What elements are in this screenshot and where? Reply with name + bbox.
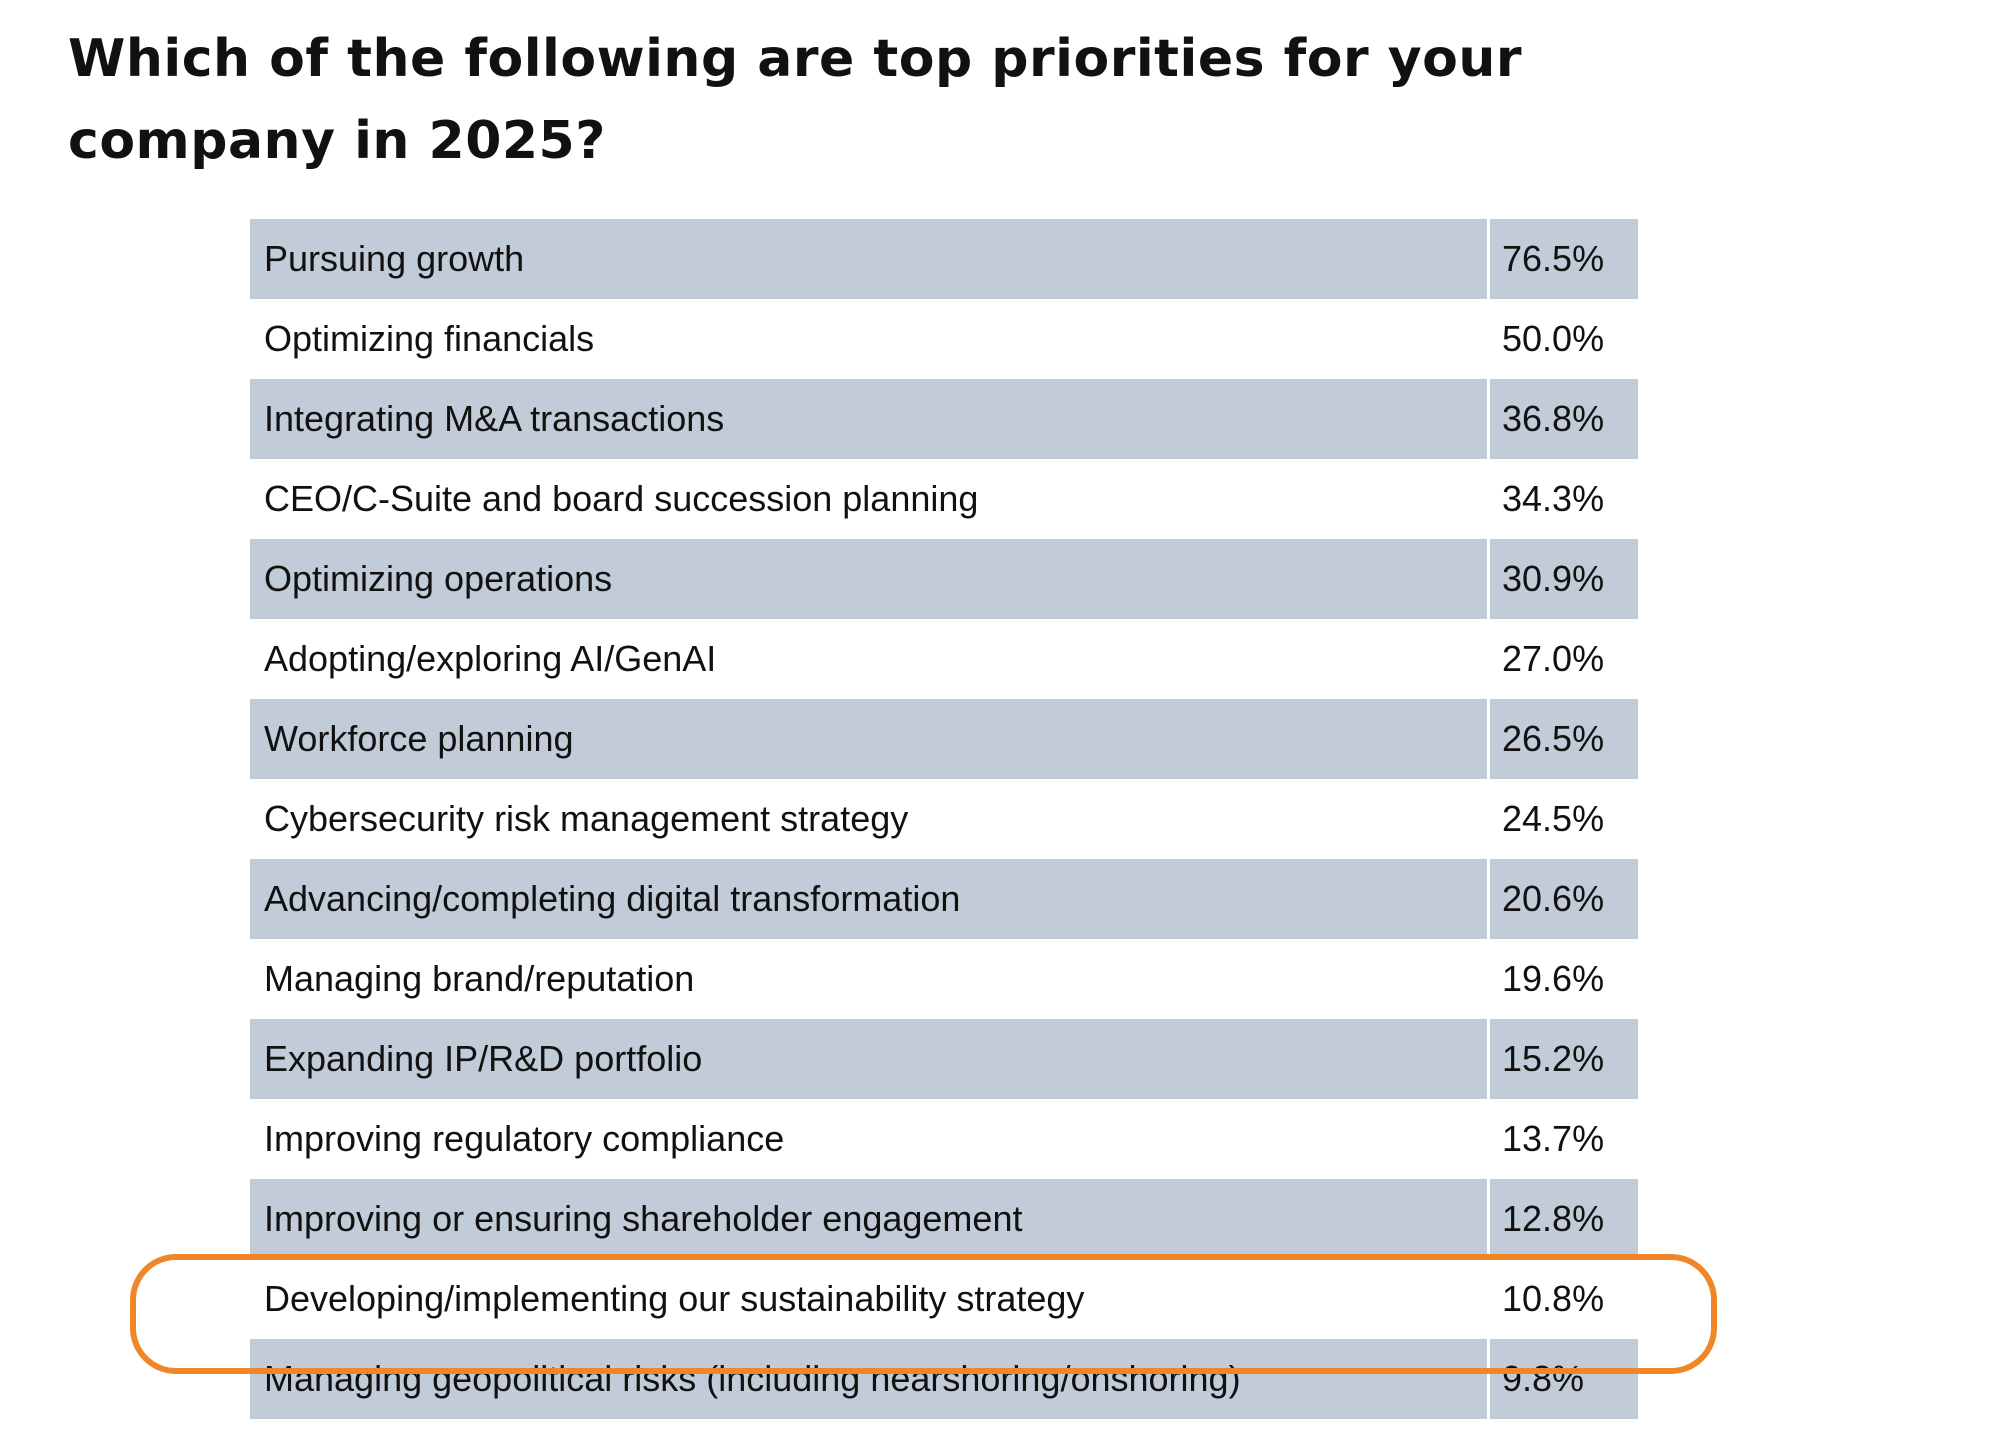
table-row: Integrating M&A transactions 36.8% <box>250 379 1638 459</box>
table-row: Cybersecurity risk management strategy 24… <box>250 779 1638 859</box>
row-label: Pursuing growth <box>264 238 525 279</box>
column-divider <box>1487 1019 1490 1099</box>
row-label: Cybersecurity risk management strategy <box>264 798 909 839</box>
row-label: Developing/implementing our sustainabili… <box>264 1278 1085 1319</box>
row-value: 24.5% <box>1502 798 1605 839</box>
table-row: Improving regulatory compliance 13.7% <box>250 1099 1638 1179</box>
column-divider <box>1487 1339 1490 1419</box>
row-label: Optimizing operations <box>264 558 613 599</box>
column-divider <box>1487 539 1490 619</box>
column-divider <box>1487 459 1490 539</box>
row-value: 19.6% <box>1502 958 1605 999</box>
table-row: Optimizing financials 50.0% <box>250 299 1638 379</box>
row-label: Managing geopolitical risks (including n… <box>264 1358 1241 1399</box>
table-row: Expanding IP/R&D portfolio 15.2% <box>250 1019 1638 1099</box>
row-label: Improving regulatory compliance <box>264 1118 785 1159</box>
row-value: 26.5% <box>1502 718 1605 759</box>
priorities-table: Pursuing growth 76.5% Optimizing financial… <box>250 219 1638 1419</box>
column-divider <box>1487 299 1490 379</box>
table-row: Workforce planning 26.5% <box>250 699 1638 779</box>
table-row: Improving or ensuring shareholder engage… <box>250 1179 1638 1259</box>
column-divider <box>1487 379 1490 459</box>
row-value: 10.8% <box>1502 1278 1605 1319</box>
table-row: Advancing/completing digital transformat… <box>250 859 1638 939</box>
table-row: Managing brand/reputation 19.6% <box>250 939 1638 1019</box>
highlight-outline <box>130 1254 1717 1374</box>
column-divider <box>1487 859 1490 939</box>
row-value: 15.2% <box>1502 1038 1605 1079</box>
row-value: 27.0% <box>1502 638 1605 679</box>
row-value: 36.8% <box>1502 398 1605 439</box>
table-row: Optimizing operations 30.9% <box>250 539 1638 619</box>
row-value: 13.7% <box>1502 1118 1605 1159</box>
row-label: Workforce planning <box>264 718 574 759</box>
table-row: Developing/implementing our sustainabili… <box>250 1259 1638 1339</box>
row-label: Improving or ensuring shareholder engage… <box>264 1198 1023 1239</box>
table-row: CEO/C-Suite and board succession plannin… <box>250 459 1638 539</box>
column-divider <box>1487 1259 1490 1339</box>
column-divider <box>1487 219 1490 299</box>
page-title: Which of the following are top prioritie… <box>68 29 1523 171</box>
column-divider <box>1487 779 1490 859</box>
table-row: Managing geopolitical risks (including n… <box>250 1339 1638 1419</box>
row-value: 50.0% <box>1502 318 1605 359</box>
column-divider <box>1487 1099 1490 1179</box>
column-divider <box>1487 699 1490 779</box>
row-value: 9.8% <box>1502 1358 1585 1399</box>
row-label: Integrating M&A transactions <box>264 398 725 439</box>
row-label: CEO/C-Suite and board succession plannin… <box>264 478 979 519</box>
row-value: 20.6% <box>1502 878 1605 919</box>
row-value: 34.3% <box>1502 478 1605 519</box>
row-label: Advancing/completing digital transformat… <box>264 878 961 919</box>
table-row: Pursuing growth 76.5% <box>250 219 1638 299</box>
row-value: 76.5% <box>1502 238 1605 279</box>
row-value: 12.8% <box>1502 1198 1605 1239</box>
row-label: Adopting/exploring AI/GenAI <box>264 638 717 679</box>
table-row: Adopting/exploring AI/GenAI 27.0% <box>250 619 1638 699</box>
column-divider <box>1487 939 1490 1019</box>
column-divider <box>1487 1179 1490 1259</box>
row-label: Expanding IP/R&D portfolio <box>264 1038 703 1079</box>
row-value: 30.9% <box>1502 558 1605 599</box>
column-divider <box>1487 619 1490 699</box>
row-label: Optimizing financials <box>264 318 595 359</box>
row-label: Managing brand/reputation <box>264 958 695 999</box>
